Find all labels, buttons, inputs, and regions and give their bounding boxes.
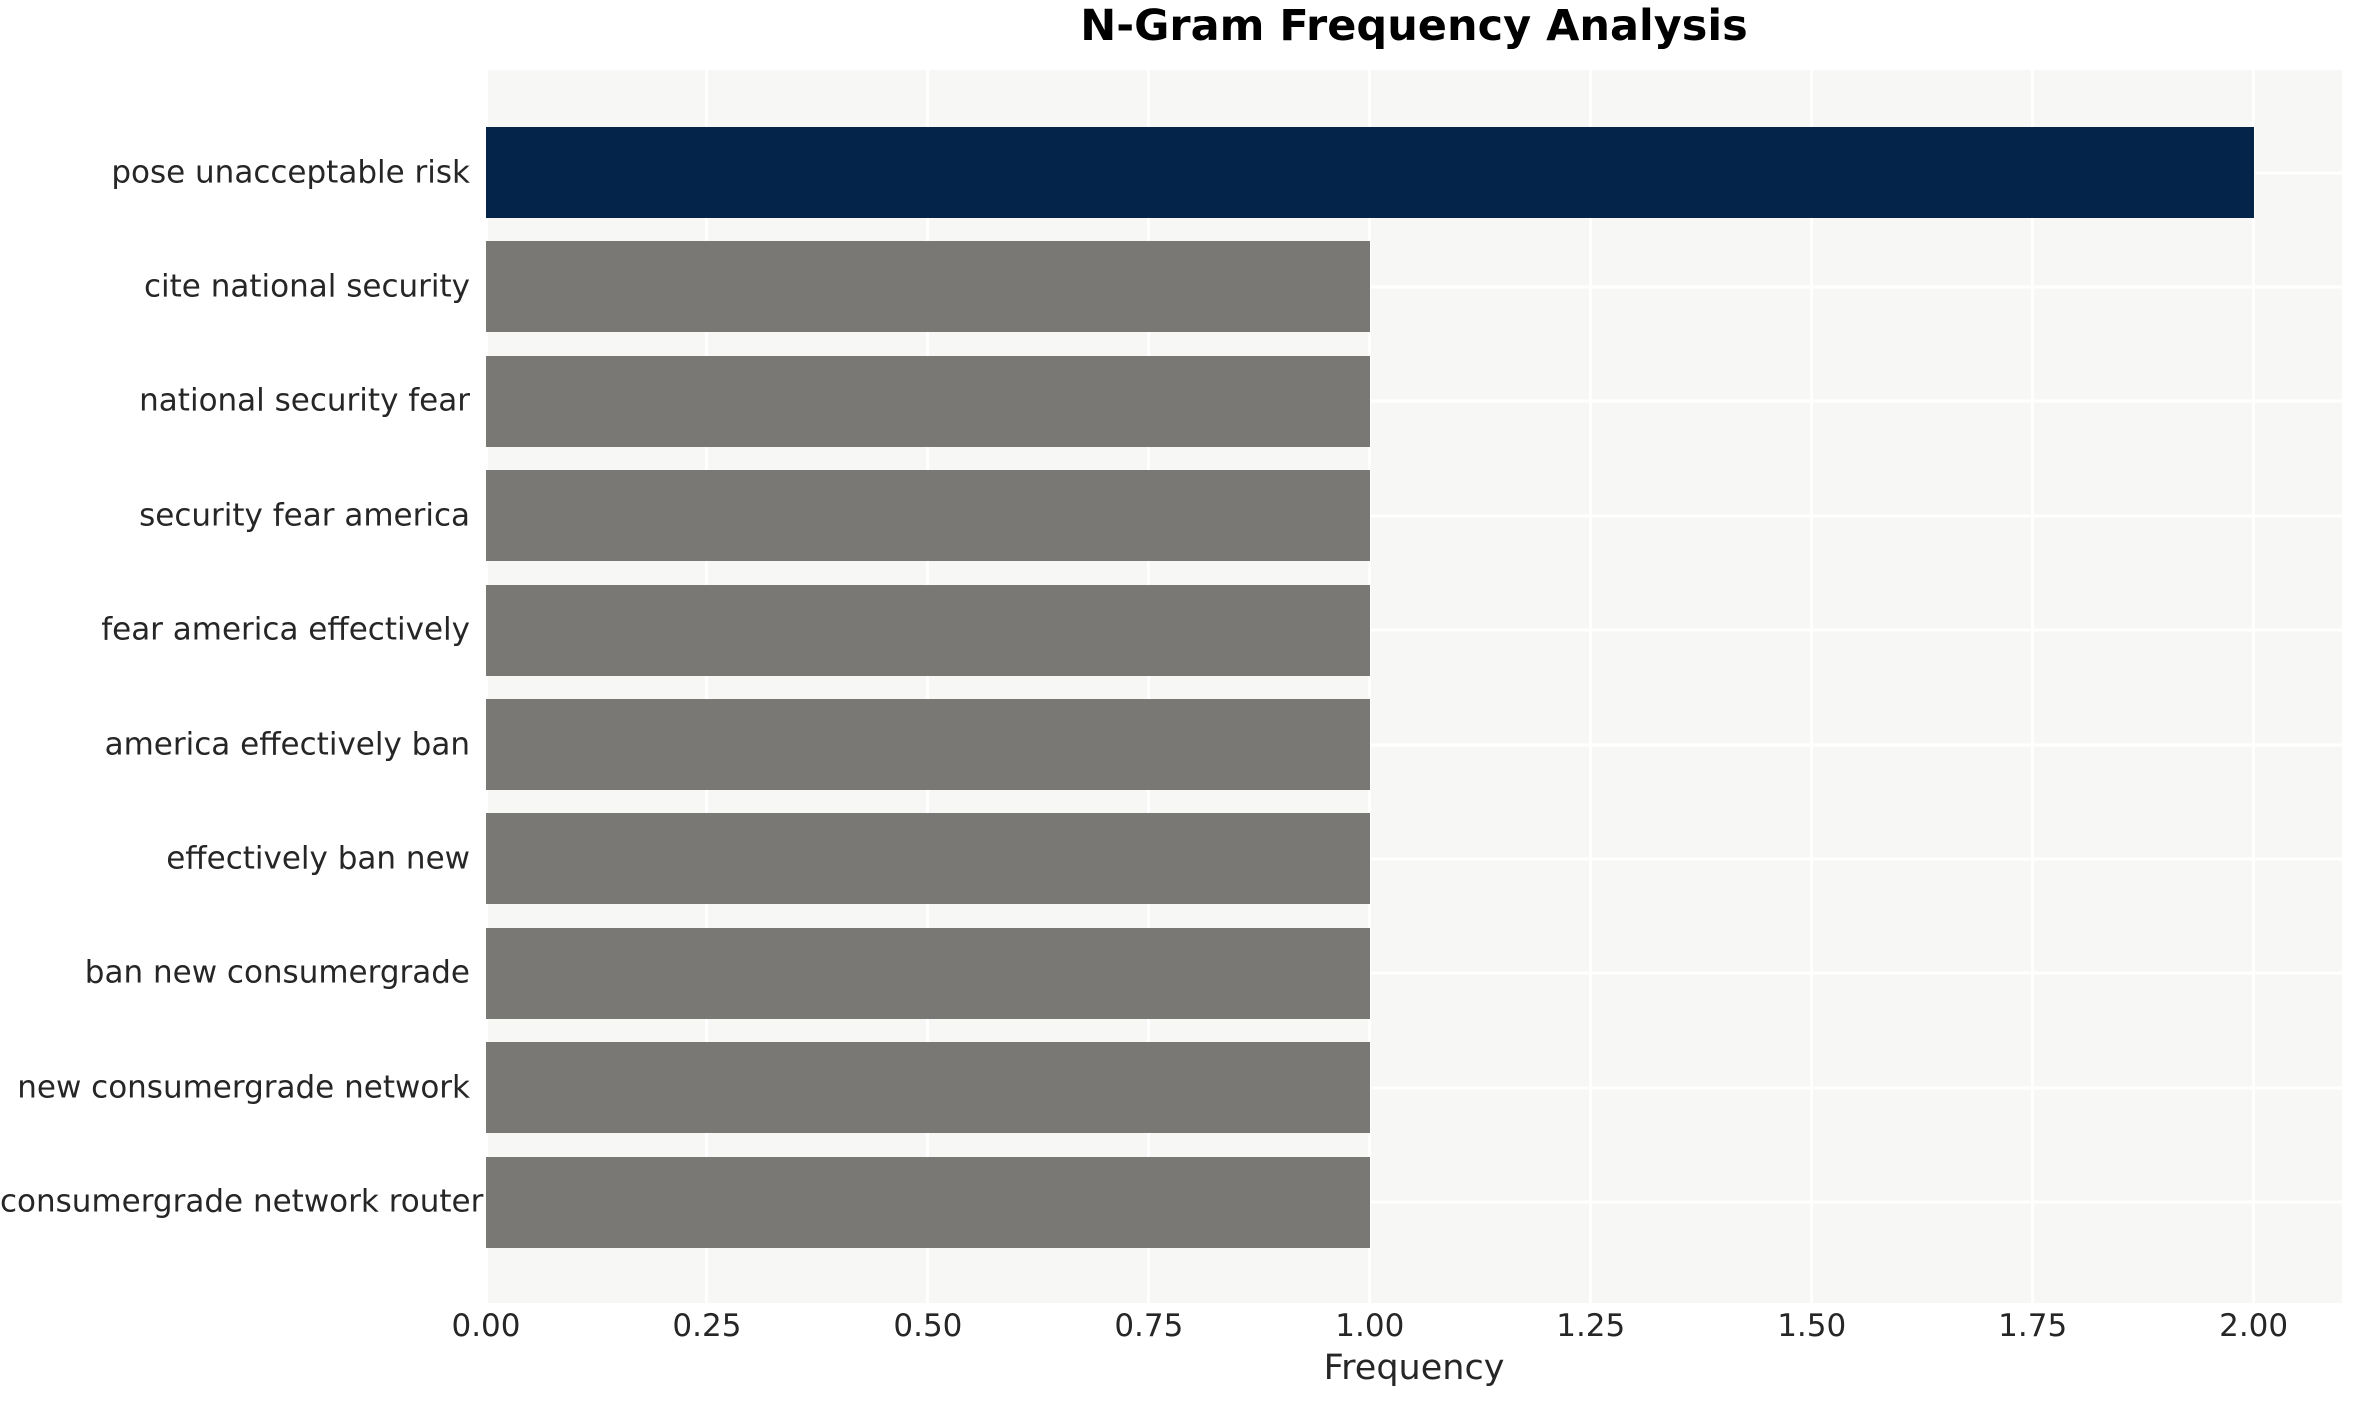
- horizontal-gridline: [486, 857, 2342, 861]
- y-tick-label: cite national security: [144, 268, 470, 305]
- vertical-gridline-0.75: [1147, 70, 1151, 1303]
- x-tick-label: 0.75: [1114, 1308, 1184, 1344]
- vertical-gridline-1.50: [1810, 70, 1814, 1303]
- x-axis-title: Frequency: [1323, 1348, 1505, 1388]
- x-tick-label: 1.25: [1556, 1308, 1626, 1344]
- x-tick-label: 1.00: [1335, 1308, 1405, 1344]
- horizontal-gridline: [486, 399, 2342, 403]
- x-tick-label: 0.00: [451, 1308, 521, 1344]
- horizontal-gridline: [486, 971, 2342, 975]
- y-tick-label: pose unacceptable risk: [111, 154, 470, 190]
- bar-pose-unacceptable-risk: [486, 127, 2254, 218]
- y-tick-label: consumergrade network router: [0, 1183, 484, 1220]
- vertical-gridline-0.00: [484, 70, 488, 1303]
- vertical-gridline-0.25: [705, 70, 709, 1303]
- bar-security-fear-america: [486, 470, 1370, 562]
- bar-consumergrade-network-router: [486, 1156, 1370, 1248]
- y-tick-label: security fear america: [139, 497, 470, 534]
- y-tick-label: national security fear: [139, 382, 470, 419]
- x-tick-label: 1.75: [1998, 1308, 2068, 1344]
- y-tick-label: new consumergrade network: [17, 1069, 470, 1106]
- bar-effectively-ban-new: [486, 813, 1370, 905]
- plot-area: [484, 70, 2342, 1303]
- x-tick-label: 0.50: [893, 1308, 963, 1344]
- x-tick-label: 2.00: [2219, 1308, 2289, 1344]
- y-tick-label: ban new consumergrade: [84, 954, 470, 991]
- vertical-gridline-2.00: [2252, 70, 2256, 1303]
- horizontal-gridline: [486, 743, 2342, 746]
- y-tick-label: effectively ban new: [166, 840, 470, 877]
- horizontal-gridline: [486, 628, 2342, 632]
- chart-title: N-Gram Frequency Analysis: [1080, 1, 1748, 51]
- y-tick-label: america effectively ban: [104, 726, 470, 762]
- horizontal-gridline: [486, 1200, 2342, 1204]
- vertical-gridline-1.00: [1368, 70, 1372, 1303]
- vertical-gridline-0.50: [926, 70, 930, 1303]
- bar-ban-new-consumergrade: [486, 927, 1370, 1019]
- horizontal-gridline: [486, 1086, 2342, 1090]
- horizontal-gridline: [486, 514, 2342, 518]
- horizontal-gridline: [486, 285, 2342, 289]
- bar-cite-national-security: [486, 241, 1370, 333]
- y-tick-label: fear america effectively: [101, 611, 470, 648]
- bar-fear-america-effectively: [486, 584, 1370, 676]
- x-tick-label: 1.50: [1777, 1308, 1847, 1344]
- x-tick-label: 0.25: [672, 1308, 742, 1344]
- vertical-gridline-1.25: [1589, 70, 1593, 1303]
- vertical-gridline-1.75: [2031, 70, 2035, 1303]
- bar-national-security-fear: [486, 355, 1370, 447]
- bar-new-consumergrade-network: [486, 1042, 1370, 1134]
- bar-america-effectively-ban: [486, 699, 1370, 790]
